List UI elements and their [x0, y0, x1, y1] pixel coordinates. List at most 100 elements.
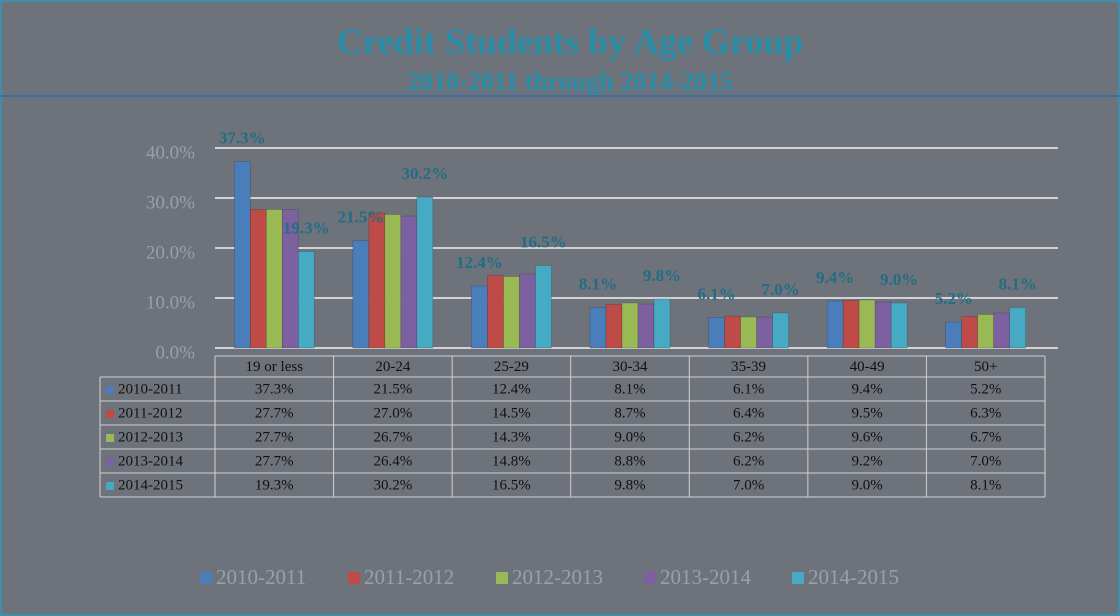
bar — [265, 209, 283, 349]
bar — [368, 212, 386, 349]
bar — [756, 316, 773, 349]
y-tick-label: 20.0% — [146, 242, 195, 263]
chart-title: Credit Students by Age Group — [337, 21, 804, 61]
legend-label: 2010-2011 — [216, 565, 306, 589]
legend-label: 2013-2014 — [660, 565, 751, 589]
table-cell: 6.4% — [733, 405, 764, 421]
bar — [535, 265, 552, 349]
table-cell: 9.0% — [614, 429, 645, 445]
bar — [993, 312, 1011, 349]
data-label: 9.4% — [816, 268, 854, 287]
row-header: 2011-2012 — [118, 405, 182, 421]
legend-swatch — [792, 572, 804, 584]
data-label: 21.5% — [337, 207, 384, 226]
table-cell: 5.2% — [970, 381, 1001, 397]
x-tick-label: 40-49 — [850, 359, 885, 375]
y-tick-label: 40.0% — [146, 142, 195, 163]
table-cell: 14.8% — [492, 453, 531, 469]
legend-label: 2014-2015 — [808, 565, 899, 589]
table-cell: 8.8% — [614, 453, 645, 469]
bar — [233, 161, 251, 349]
table-cell: 30.2% — [373, 477, 412, 493]
table-cell: 6.2% — [733, 429, 764, 445]
data-label: 7.0% — [761, 280, 799, 299]
x-tick-label: 20-24 — [375, 359, 410, 375]
table-cell: 8.7% — [614, 405, 645, 421]
data-label: 16.5% — [520, 232, 567, 251]
table-cell: 7.0% — [970, 453, 1001, 469]
x-tick-label: 19 or less — [246, 359, 304, 375]
table-cell: 27.0% — [373, 405, 412, 421]
x-tick-label: 50+ — [974, 359, 997, 375]
bar — [826, 300, 844, 349]
row-header: 2014-2015 — [118, 477, 183, 493]
table-cell: 21.5% — [373, 381, 412, 397]
y-tick-label: 0.0% — [155, 342, 195, 363]
table-cell: 6.3% — [970, 405, 1001, 421]
table-cell: 37.3% — [255, 381, 294, 397]
x-tick-label: 30-34 — [613, 359, 648, 375]
bar — [621, 302, 639, 349]
bar — [352, 240, 370, 349]
data-label: 37.3% — [219, 128, 266, 147]
legend-swatch — [348, 572, 360, 584]
table-cell: 8.1% — [970, 477, 1001, 493]
table-cell: 14.3% — [492, 429, 531, 445]
bar — [637, 303, 655, 349]
bar — [471, 285, 488, 349]
table-cell: 9.5% — [852, 405, 883, 421]
bar — [503, 276, 520, 349]
table-cell: 14.5% — [492, 405, 531, 421]
bar — [842, 300, 860, 349]
legend-label: 2011-2012 — [364, 565, 454, 589]
table-cell: 9.6% — [852, 429, 883, 445]
bar — [400, 215, 418, 349]
bar — [977, 314, 995, 349]
table-cell: 9.0% — [852, 477, 883, 493]
table-cell: 26.4% — [373, 453, 412, 469]
table-cell: 6.1% — [733, 381, 764, 397]
legend-swatch — [106, 482, 114, 490]
legend-swatch — [106, 434, 114, 442]
bar — [890, 302, 908, 349]
bar — [858, 299, 876, 349]
bar — [961, 316, 979, 349]
bar — [605, 304, 623, 349]
legend-swatch — [200, 572, 212, 584]
bar — [416, 196, 434, 349]
x-tick-label: 25-29 — [494, 359, 529, 375]
table-cell: 9.4% — [852, 381, 883, 397]
data-label: 8.1% — [999, 274, 1037, 293]
bar — [724, 315, 741, 349]
table-cell: 27.7% — [255, 453, 294, 469]
bar — [487, 275, 504, 349]
x-tick-label: 35-39 — [731, 359, 766, 375]
legend-swatch — [106, 410, 114, 418]
legend-label: 2012-2013 — [512, 565, 603, 589]
bar — [384, 214, 402, 349]
bar — [249, 209, 267, 349]
table-cell: 26.7% — [373, 429, 412, 445]
data-label: 6.1% — [697, 284, 735, 303]
chart-subtitle: 2010-2011 through 2014-2015 — [407, 67, 733, 96]
row-header: 2013-2014 — [118, 453, 183, 469]
row-header: 2012-2013 — [118, 429, 183, 445]
data-label: 19.3% — [283, 218, 330, 237]
bar — [874, 301, 892, 349]
table-cell: 27.7% — [255, 429, 294, 445]
table-cell: 12.4% — [492, 381, 531, 397]
data-label: 9.0% — [880, 270, 918, 289]
data-label: 12.4% — [456, 253, 503, 272]
bar — [589, 307, 607, 349]
bar — [708, 317, 725, 349]
bar — [519, 273, 536, 349]
data-label: 5.2% — [935, 289, 973, 308]
legend-swatch — [496, 572, 508, 584]
bar — [1009, 307, 1027, 349]
legend-swatch — [644, 572, 656, 584]
y-tick-label: 30.0% — [146, 192, 195, 213]
data-label: 9.8% — [643, 266, 681, 285]
bar — [772, 312, 789, 349]
